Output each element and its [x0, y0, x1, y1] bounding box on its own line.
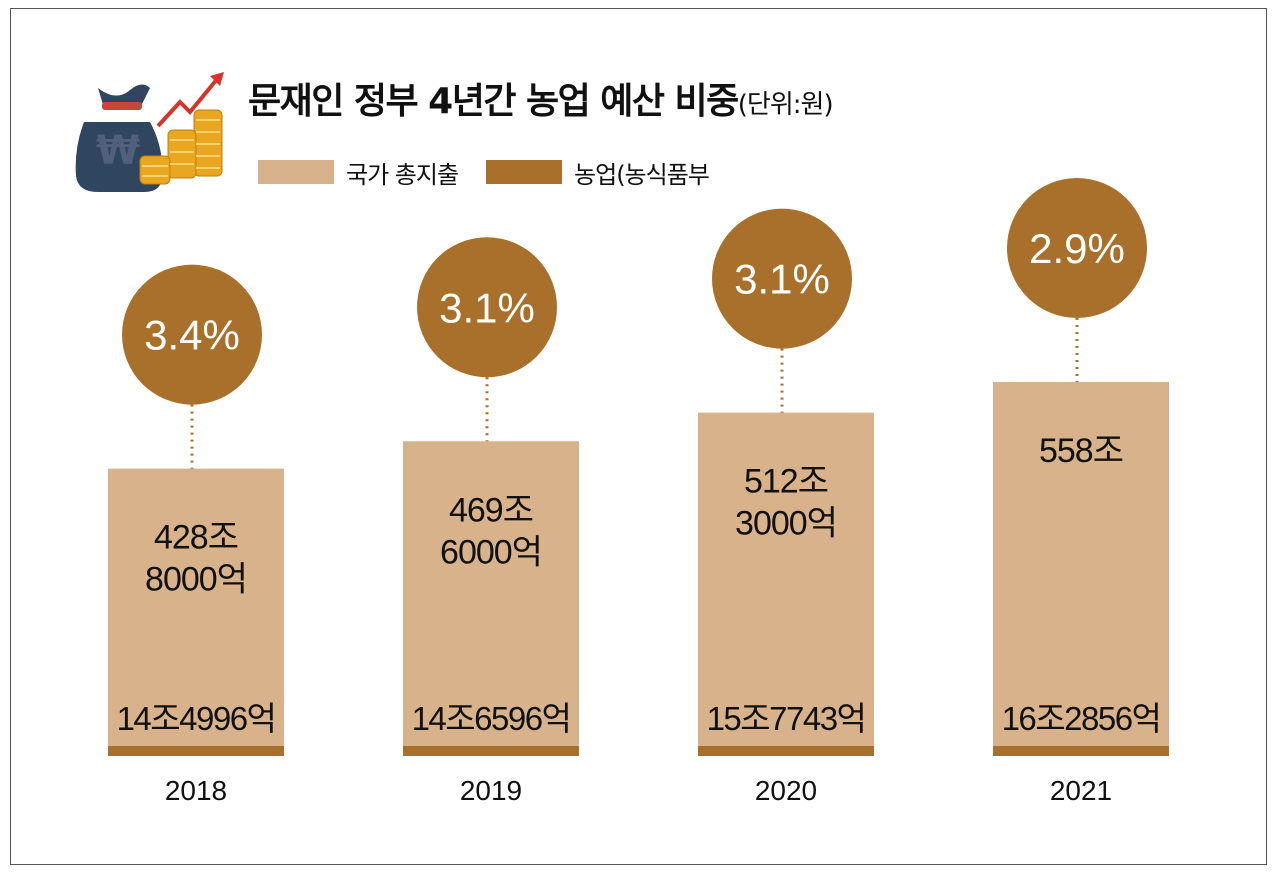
money-bag-coins-growth-icon: ₩	[75, 72, 224, 192]
x-tick-label: 2019	[460, 775, 522, 806]
chart-title: 문재인 정부 4년간 농업 예산 비중	[248, 81, 739, 122]
legend-label-agri: 농업(농식품부	[574, 160, 710, 189]
total-value-label: 558조	[1039, 432, 1123, 470]
agri-value-label: 14조4996억	[117, 700, 276, 737]
agri-bar	[403, 746, 579, 756]
total-value-label: 469조 6000억	[440, 491, 542, 571]
total-bar	[993, 382, 1169, 756]
agri-value-label: 14조6596억	[412, 700, 571, 737]
agri-bar	[698, 746, 874, 756]
title-row: 문재인 정부 4년간 농업 예산 비중(단위:원)	[248, 72, 834, 132]
total-bar	[698, 412, 874, 756]
share-bubble	[1007, 178, 1147, 318]
agri-value-label: 16조2856억	[1002, 700, 1161, 737]
won-symbol: ₩	[96, 128, 140, 174]
x-tick-label: 2018	[165, 775, 227, 806]
share-bubble	[712, 208, 852, 349]
share-bubble	[417, 237, 557, 378]
x-tick-label: 2020	[755, 775, 817, 806]
share-label: 2.9%	[1029, 225, 1125, 272]
share-label: 3.1%	[734, 256, 830, 303]
agri-bar	[108, 746, 284, 756]
total-value-label: 512조 3000억	[735, 463, 837, 543]
share-label: 3.1%	[439, 284, 535, 331]
total-value-label: 428조 8000억	[145, 519, 247, 599]
legend-item-agri: 농업(농식품부	[486, 155, 710, 190]
x-tick-label: 2021	[1050, 775, 1112, 806]
agri-value-label: 15조7743억	[707, 700, 866, 737]
legend-item-total: 국가 총지출	[258, 155, 459, 190]
legend-swatch-agri	[486, 160, 563, 184]
agri-bar	[993, 746, 1169, 756]
total-bar	[403, 441, 579, 756]
legend: 국가 총지출 농업(농식품부	[258, 152, 737, 192]
legend-label-total: 국가 총지출	[346, 160, 459, 189]
total-bar	[108, 468, 284, 756]
unit-label: (단위:원)	[737, 90, 834, 120]
share-bubble	[122, 264, 262, 405]
legend-swatch-total	[258, 160, 334, 184]
share-label: 3.4%	[144, 312, 240, 359]
